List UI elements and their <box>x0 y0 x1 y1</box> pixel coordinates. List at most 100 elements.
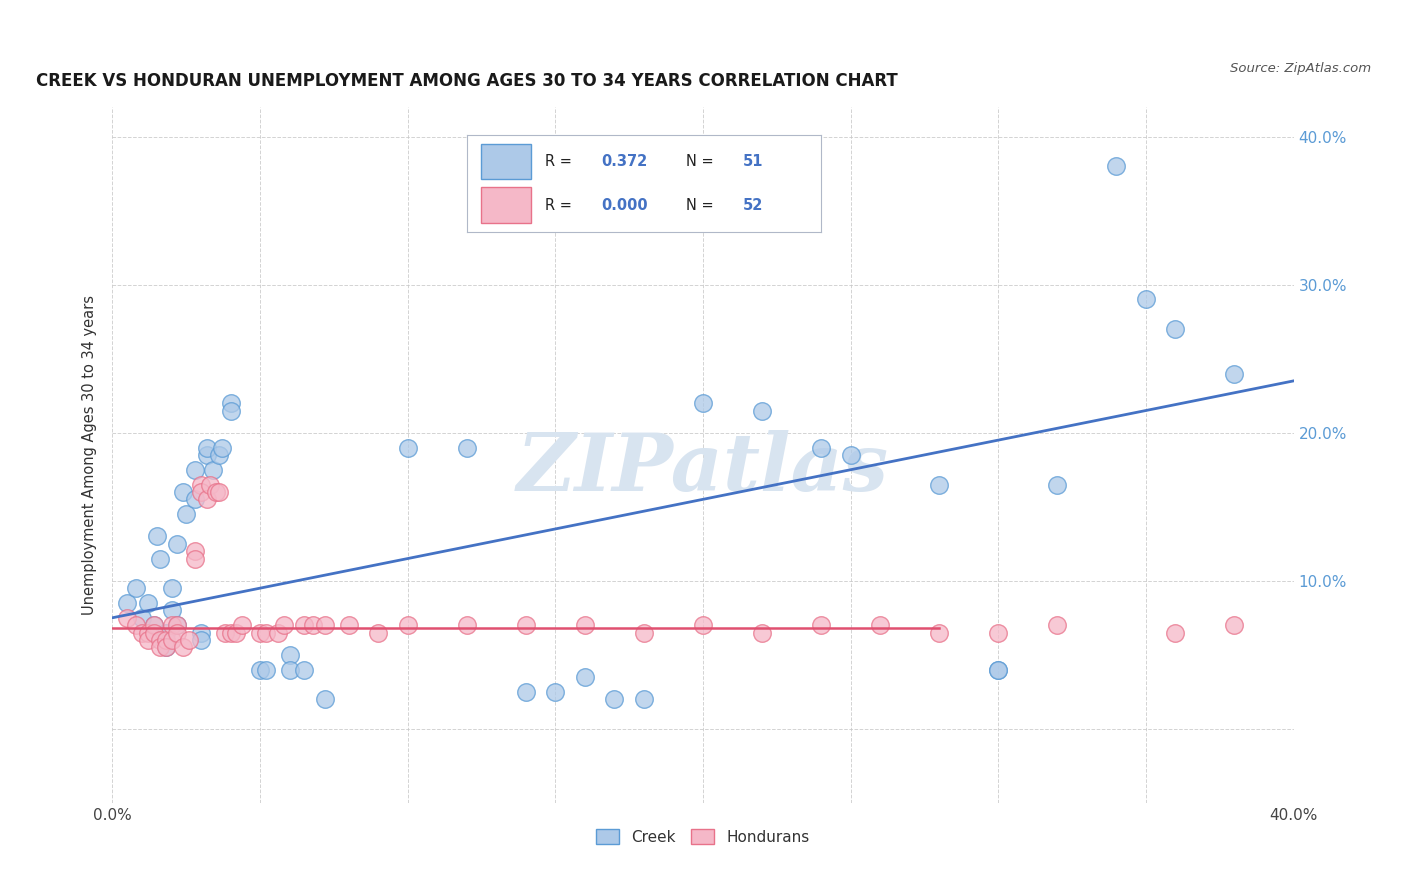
Point <box>160 581 183 595</box>
Point <box>456 441 478 455</box>
Point <box>987 663 1010 677</box>
Point <box>292 618 315 632</box>
Point <box>160 618 183 632</box>
Point <box>249 625 271 640</box>
Point <box>254 625 277 640</box>
Point <box>160 632 183 647</box>
Point <box>136 596 159 610</box>
Point <box>166 618 188 632</box>
Point <box>195 448 218 462</box>
Point <box>1046 618 1069 632</box>
Point <box>314 618 336 632</box>
Point <box>208 484 231 499</box>
Point <box>166 625 188 640</box>
Point <box>125 581 148 595</box>
Point <box>249 663 271 677</box>
Point <box>142 618 165 632</box>
Point <box>302 618 325 632</box>
Point <box>155 632 177 647</box>
Point <box>692 618 714 632</box>
Point <box>751 625 773 640</box>
Point <box>273 618 295 632</box>
Point <box>396 441 419 455</box>
Point <box>1164 625 1187 640</box>
Point <box>314 692 336 706</box>
Point <box>172 484 194 499</box>
Point <box>219 396 242 410</box>
Point <box>1223 367 1246 381</box>
Point <box>155 640 177 655</box>
Point <box>1046 477 1069 491</box>
Point <box>160 603 183 617</box>
Point <box>205 484 228 499</box>
Point <box>155 625 177 640</box>
Point <box>396 618 419 632</box>
Point <box>751 403 773 417</box>
Point <box>136 625 159 640</box>
Point <box>198 477 221 491</box>
Point <box>125 618 148 632</box>
Point <box>810 618 832 632</box>
Point <box>603 692 626 706</box>
Point <box>1223 618 1246 632</box>
Point <box>190 632 212 647</box>
Point <box>131 625 153 640</box>
Point <box>574 670 596 684</box>
Point <box>225 625 247 640</box>
Point <box>190 625 212 640</box>
Point <box>131 611 153 625</box>
Y-axis label: Unemployment Among Ages 30 to 34 years: Unemployment Among Ages 30 to 34 years <box>82 295 97 615</box>
Point <box>190 477 212 491</box>
Point <box>1135 293 1157 307</box>
Point <box>928 625 950 640</box>
Point <box>117 596 138 610</box>
Point <box>278 663 301 677</box>
Point <box>184 492 207 507</box>
Point <box>149 640 172 655</box>
Point <box>515 685 537 699</box>
Point <box>633 692 655 706</box>
Point <box>184 544 207 558</box>
Point <box>267 625 290 640</box>
Point <box>190 484 212 499</box>
Point <box>1105 159 1128 173</box>
Point <box>179 632 201 647</box>
Point <box>544 685 567 699</box>
Point <box>174 507 197 521</box>
Point <box>149 551 172 566</box>
Point <box>367 625 389 640</box>
Point <box>810 441 832 455</box>
Point <box>136 632 159 647</box>
Point <box>214 625 236 640</box>
Point <box>292 663 315 677</box>
Point <box>987 625 1010 640</box>
Point <box>515 618 537 632</box>
Text: CREEK VS HONDURAN UNEMPLOYMENT AMONG AGES 30 TO 34 YEARS CORRELATION CHART: CREEK VS HONDURAN UNEMPLOYMENT AMONG AGE… <box>35 72 897 90</box>
Point <box>184 463 207 477</box>
Point <box>142 618 165 632</box>
Point <box>117 611 138 625</box>
Point <box>166 618 188 632</box>
Point <box>155 640 177 655</box>
Legend: Creek, Hondurans: Creek, Hondurans <box>591 822 815 851</box>
Point <box>219 625 242 640</box>
Point <box>1164 322 1187 336</box>
Point <box>219 403 242 417</box>
Point <box>692 396 714 410</box>
Point <box>149 632 172 647</box>
Point <box>172 640 194 655</box>
Point <box>231 618 253 632</box>
Point <box>195 492 218 507</box>
Point <box>278 648 301 662</box>
Point <box>633 625 655 640</box>
Point <box>201 463 224 477</box>
Point <box>195 441 218 455</box>
Point <box>211 441 233 455</box>
Point <box>987 663 1010 677</box>
Point <box>574 618 596 632</box>
Text: Source: ZipAtlas.com: Source: ZipAtlas.com <box>1230 62 1371 76</box>
Point <box>208 448 231 462</box>
Point <box>254 663 277 677</box>
Text: ZIPatlas: ZIPatlas <box>517 430 889 508</box>
Point <box>869 618 891 632</box>
